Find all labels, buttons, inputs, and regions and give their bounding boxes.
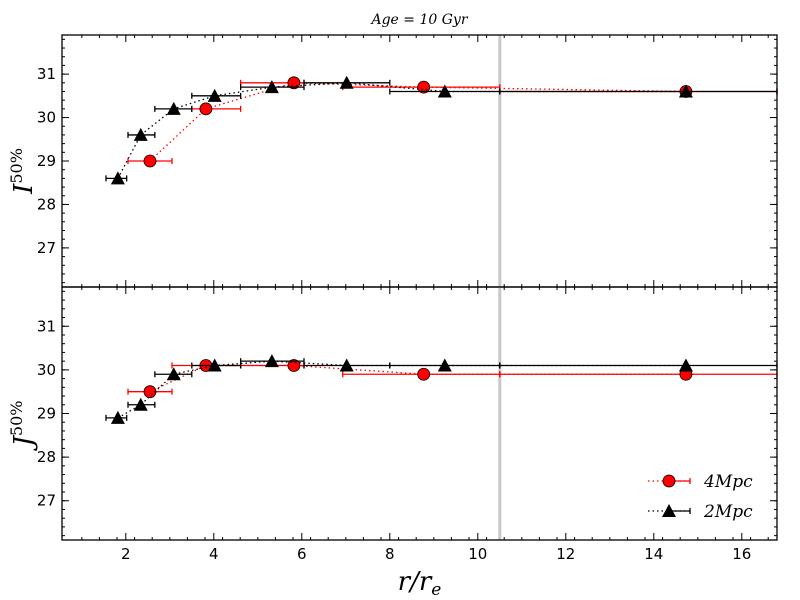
data-point-triangle (437, 84, 452, 98)
y-tick-label: 31 (37, 65, 56, 83)
panel-1: 27 28 29 30 31 I50% Age = 10 Gyr (7, 12, 778, 288)
x-label-main: r/r (398, 567, 433, 597)
data-point-triangle (110, 171, 125, 185)
legend-label: 4Mpc (703, 472, 753, 492)
data-point-triangle (207, 88, 222, 102)
legend-item: 2Mpc (648, 502, 753, 522)
series-4Mpc (127, 76, 778, 168)
data-point-triangle (110, 410, 125, 424)
legend: 4Mpc 2Mpc (648, 472, 753, 522)
data-point-triangle (166, 101, 181, 115)
legend-label: 2Mpc (703, 502, 753, 522)
x-tick-label: 2 (121, 545, 131, 563)
series-line (117, 82, 686, 179)
y-axis-label: J50% (7, 401, 39, 452)
x-tick-label: 12 (556, 545, 575, 563)
data-point-triangle (133, 127, 148, 141)
x-label-subscript: e (431, 580, 441, 600)
panel-2: 27 28 29 30 31 2 4 6 8 10 12 14 16 J50% r/re 4Mpc 2Mpc (7, 286, 778, 600)
data-point-circle (143, 154, 157, 168)
series-2Mpc (105, 75, 778, 185)
y-tick-label: 27 (37, 239, 56, 257)
y-tick-label: 27 (37, 492, 56, 510)
y-tick-label: 31 (37, 317, 56, 335)
data-point-triangle (678, 84, 693, 98)
x-axis-label: r/re (398, 567, 442, 600)
data-point-circle (417, 367, 431, 381)
x-tick-label: 6 (297, 545, 307, 563)
data-point-triangle (437, 358, 452, 372)
x-tick-label: 8 (385, 545, 395, 563)
series-line (149, 82, 686, 162)
data-point-triangle (207, 358, 222, 372)
y-tick-label: 29 (37, 152, 56, 170)
data-point-triangle (133, 397, 148, 411)
y-tick-label: 29 (37, 405, 56, 423)
y-label-superscript: 50% (7, 401, 26, 437)
y-label-superscript: 50% (7, 148, 26, 184)
y-label-main: I (9, 183, 39, 195)
y-tick-label: 30 (37, 361, 56, 379)
data-point-circle (199, 102, 213, 116)
data-point-triangle (678, 358, 693, 372)
y-tick-label: 28 (37, 195, 56, 213)
legend-item: 4Mpc (648, 472, 753, 492)
series-2Mpc (105, 354, 778, 424)
chart-title: Age = 10 Gyr (369, 12, 468, 28)
x-tick-label: 14 (644, 545, 663, 563)
y-axis-label: I50% (7, 148, 39, 195)
data-point-triangle (339, 358, 354, 372)
legend-marker-circle (662, 474, 676, 488)
x-tick-label: 16 (732, 545, 751, 563)
x-tick-label: 4 (209, 545, 219, 563)
data-point-triangle (166, 367, 181, 381)
axes-frame (61, 286, 778, 541)
data-point-triangle (264, 80, 279, 94)
legend-marker-triangle (662, 504, 676, 517)
x-tick-label: 10 (468, 545, 487, 563)
data-point-triangle (264, 354, 279, 368)
series-line (149, 364, 686, 393)
data-point-circle (143, 385, 157, 399)
y-tick-label: 28 (37, 448, 56, 466)
y-label-main: J (9, 435, 39, 452)
data-point-triangle (339, 75, 354, 89)
y-tick-label: 30 (37, 109, 56, 127)
